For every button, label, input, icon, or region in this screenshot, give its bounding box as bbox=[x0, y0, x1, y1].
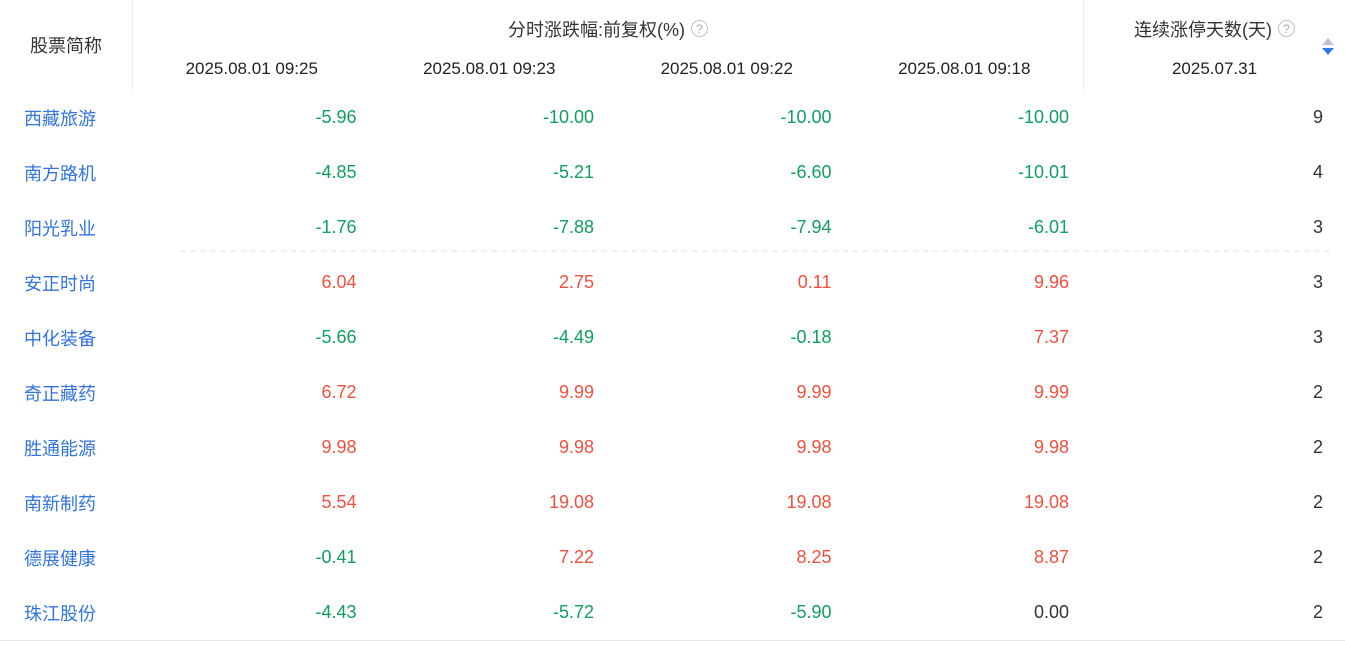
stock-name-link[interactable]: 珠江股份 bbox=[24, 603, 96, 624]
time-column-headers: 2025.08.01 09:25 2025.08.01 09:23 2025.0… bbox=[133, 47, 1083, 90]
change-value: 7.22 bbox=[558, 547, 594, 567]
change-value: 9.96 bbox=[1033, 272, 1069, 292]
table-row: 德展健康 -0.41 7.22 8.25 8.87 2 bbox=[0, 530, 1345, 585]
sort-control[interactable] bbox=[1322, 38, 1334, 55]
change-value: 9.98 bbox=[558, 437, 594, 457]
change-value: -4.43 bbox=[315, 602, 357, 622]
table-bottom-divider bbox=[0, 640, 1345, 641]
limit-up-days-value: 2 bbox=[1312, 492, 1323, 512]
change-value: 8.25 bbox=[796, 547, 832, 567]
column-header-stock-name[interactable]: 股票简称 bbox=[0, 0, 133, 90]
group-header: 分时涨跌幅:前复权(%) ? bbox=[133, 0, 1083, 47]
limit-up-days-column: 连续涨停天数(天) ? 2025.07.31 bbox=[1083, 0, 1345, 90]
change-value: 2.75 bbox=[558, 272, 594, 292]
stock-name-link[interactable]: 西藏旅游 bbox=[24, 108, 96, 129]
change-value: -5.90 bbox=[790, 602, 832, 622]
limit-up-days-value: 2 bbox=[1312, 547, 1323, 567]
change-value: 19.08 bbox=[1023, 492, 1069, 512]
change-value: 19.08 bbox=[548, 492, 594, 512]
change-value: 6.04 bbox=[321, 272, 357, 292]
change-value: 5.54 bbox=[321, 492, 357, 512]
sort-desc-arrow[interactable] bbox=[1322, 48, 1334, 55]
change-value: -10.01 bbox=[1017, 162, 1069, 182]
column-header-time-2[interactable]: 2025.08.01 09:23 bbox=[423, 58, 556, 78]
change-value: -0.18 bbox=[790, 327, 832, 347]
change-value: -5.21 bbox=[552, 162, 594, 182]
table-row: 中化装备 -5.66 -4.49 -0.18 7.37 3 bbox=[0, 310, 1345, 365]
limit-up-days-value: 2 bbox=[1312, 437, 1323, 457]
limit-up-days-date[interactable]: 2025.07.31 bbox=[1171, 58, 1258, 78]
limit-up-days-label: 连续涨停天数(天) bbox=[1134, 19, 1272, 40]
change-value: 7.37 bbox=[1033, 327, 1069, 347]
help-icon[interactable]: ? bbox=[1278, 20, 1295, 37]
change-value: -6.01 bbox=[1027, 217, 1069, 237]
change-value: -0.41 bbox=[315, 547, 357, 567]
table-row: 西藏旅游 -5.96 -10.00 -10.00 -10.00 9 bbox=[0, 90, 1345, 145]
change-value: 9.99 bbox=[1033, 382, 1069, 402]
table-body: 西藏旅游 -5.96 -10.00 -10.00 -10.00 9 南方路机 -4.85 -5.… bbox=[0, 90, 1345, 640]
limit-up-days-value: 3 bbox=[1312, 217, 1323, 237]
stock-name-link[interactable]: 德展健康 bbox=[24, 548, 96, 569]
stock-name-link[interactable]: 南方路机 bbox=[24, 163, 96, 184]
change-value: -5.66 bbox=[315, 327, 357, 347]
change-value: 9.99 bbox=[796, 382, 832, 402]
change-value: 0.00 bbox=[1033, 602, 1069, 622]
change-value: 8.87 bbox=[1033, 547, 1069, 567]
change-value: -7.94 bbox=[790, 217, 832, 237]
stock-name-link[interactable]: 奇正藏药 bbox=[24, 383, 96, 404]
limit-up-days-value: 4 bbox=[1312, 162, 1323, 182]
change-value: -5.96 bbox=[315, 107, 357, 127]
change-value: -10.00 bbox=[1017, 107, 1069, 127]
change-value: -6.60 bbox=[790, 162, 832, 182]
stock-name-link[interactable]: 中化装备 bbox=[24, 328, 96, 349]
stock-name-link[interactable]: 胜通能源 bbox=[24, 438, 96, 459]
column-header-time-3[interactable]: 2025.08.01 09:22 bbox=[660, 58, 793, 78]
table-row: 胜通能源 9.98 9.98 9.98 9.98 2 bbox=[0, 420, 1345, 475]
column-header-time-1[interactable]: 2025.08.01 09:25 bbox=[185, 58, 318, 78]
change-value: 0.11 bbox=[797, 272, 832, 292]
help-icon[interactable]: ? bbox=[691, 20, 708, 37]
limit-up-days-value: 9 bbox=[1312, 107, 1323, 127]
table-header: 股票简称 分时涨跌幅:前复权(%) ? 2025.08.01 09:25 202… bbox=[0, 0, 1345, 90]
change-value: 9.98 bbox=[321, 437, 357, 457]
limit-up-days-value: 3 bbox=[1312, 327, 1323, 347]
change-value: -1.76 bbox=[315, 217, 357, 237]
table-row: 安正时尚 6.04 2.75 0.11 9.96 3 bbox=[0, 255, 1345, 310]
change-value: -10.00 bbox=[780, 107, 832, 127]
table-row: 阳光乳业 -1.76 -7.88 -7.94 -6.01 3 bbox=[0, 200, 1345, 255]
change-value: 6.72 bbox=[321, 382, 357, 402]
change-value: -4.49 bbox=[552, 327, 594, 347]
limit-up-days-value: 2 bbox=[1312, 602, 1323, 622]
change-value: -7.88 bbox=[552, 217, 594, 237]
change-value: 9.99 bbox=[558, 382, 594, 402]
group-header-label: 分时涨跌幅:前复权(%) bbox=[508, 19, 685, 40]
column-header-time-4[interactable]: 2025.08.01 09:18 bbox=[898, 58, 1031, 78]
change-value: -4.85 bbox=[315, 162, 357, 182]
table-row: 南新制药 5.54 19.08 19.08 19.08 2 bbox=[0, 475, 1345, 530]
limit-up-days-value: 2 bbox=[1312, 382, 1323, 402]
table-row: 珠江股份 -4.43 -5.72 -5.90 0.00 2 bbox=[0, 585, 1345, 640]
stock-name-link[interactable]: 安正时尚 bbox=[24, 273, 96, 294]
stock-name-link[interactable]: 阳光乳业 bbox=[24, 218, 96, 239]
change-value: 9.98 bbox=[1033, 437, 1069, 457]
table-row: 南方路机 -4.85 -5.21 -6.60 -10.01 4 bbox=[0, 145, 1345, 200]
stock-name-link[interactable]: 南新制药 bbox=[24, 493, 96, 514]
change-value: 9.98 bbox=[796, 437, 832, 457]
limit-up-days-value: 3 bbox=[1312, 272, 1323, 292]
change-value: 19.08 bbox=[786, 492, 832, 512]
change-value: -10.00 bbox=[542, 107, 594, 127]
table-row: 奇正藏药 6.72 9.99 9.99 9.99 2 bbox=[0, 365, 1345, 420]
change-value: -5.72 bbox=[552, 602, 594, 622]
limit-up-days-header[interactable]: 连续涨停天数(天) ? bbox=[1084, 0, 1345, 47]
change-columns-group: 分时涨跌幅:前复权(%) ? 2025.08.01 09:25 2025.08.… bbox=[133, 0, 1083, 90]
sort-asc-arrow[interactable] bbox=[1322, 38, 1334, 45]
